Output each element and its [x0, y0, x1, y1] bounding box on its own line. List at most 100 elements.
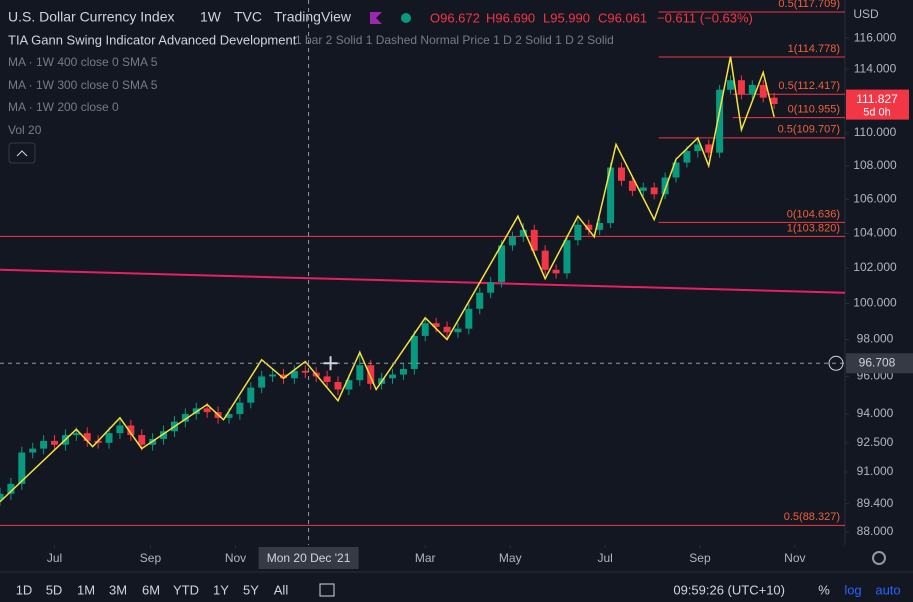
currency: USD	[853, 7, 879, 21]
y-tick-label: 98.000	[857, 332, 894, 346]
date-range-icon[interactable]	[319, 583, 335, 597]
percent-button[interactable]: %	[818, 582, 830, 597]
candle-body	[269, 374, 277, 377]
range-button[interactable]: 1M	[77, 582, 95, 597]
candle-body	[138, 435, 146, 445]
candle-body	[519, 229, 527, 237]
auto-button[interactable]: auto	[875, 582, 900, 597]
candle-body	[421, 323, 429, 336]
candle-body	[508, 236, 516, 246]
add-alert-icon[interactable]	[828, 355, 844, 371]
candle-body	[628, 180, 636, 191]
x-tick-label: Jul	[597, 551, 612, 565]
volume: Vol 20	[8, 123, 42, 137]
level-label: 0.5(117.709)	[778, 0, 840, 10]
source: TVC	[234, 9, 262, 25]
collapse-button[interactable]	[8, 142, 36, 164]
crosshair-y-box	[846, 353, 913, 374]
settings-icon[interactable]	[872, 551, 886, 565]
candle-body	[683, 151, 691, 163]
candle-body	[585, 224, 593, 230]
candle-body	[290, 370, 298, 379]
candle-body	[410, 335, 418, 369]
status-dot	[401, 13, 411, 23]
candle-body	[0, 493, 4, 500]
level-label: 0.5(109.707)	[778, 124, 840, 136]
candle-body	[51, 440, 59, 445]
candle-body	[323, 376, 331, 383]
candle-body	[18, 452, 26, 484]
candle-body	[345, 380, 353, 390]
interval: 1W	[200, 9, 222, 25]
candle-body	[617, 167, 625, 181]
countdown: 5d 0h	[863, 107, 891, 119]
y-tick-label: 94.000	[857, 406, 894, 420]
candle-body	[552, 269, 560, 274]
candle-body	[661, 177, 669, 195]
candle-body	[530, 229, 538, 251]
candle-body	[716, 89, 724, 153]
indicator-name: TIA Gann Swing Indicator Advanced Develo…	[8, 32, 297, 47]
candle-body	[181, 414, 189, 422]
candle-body	[389, 374, 397, 379]
range-button[interactable]: All	[274, 582, 289, 597]
candle-body	[40, 440, 48, 449]
candle-body	[160, 431, 168, 439]
candle-body	[759, 84, 767, 98]
crosshair-x-label: Mon 20 Dec '21	[267, 551, 351, 565]
symbol: U.S. Dollar Currency Index	[8, 9, 175, 25]
candle-body	[356, 365, 364, 381]
range-button[interactable]: YTD	[173, 582, 199, 597]
candle-body	[127, 425, 135, 436]
flag-icon	[370, 12, 382, 24]
x-tick-label: May	[499, 551, 522, 565]
y-tick-label: 88.000	[857, 524, 894, 538]
candle-body	[258, 376, 266, 388]
candle-body	[399, 368, 407, 375]
change: −0.611 (−0.63%)	[657, 10, 753, 25]
range-button[interactable]: 1Y	[213, 582, 229, 597]
swing-line	[0, 56, 775, 503]
range-button[interactable]: 6M	[142, 582, 160, 597]
candle-body	[639, 187, 647, 191]
level-label: 0.5(88.327)	[784, 511, 840, 523]
candle-body	[454, 328, 462, 333]
level-label: 1(103.820)	[787, 222, 840, 234]
candle-body	[476, 292, 484, 309]
candle-body	[236, 402, 244, 415]
range-button[interactable]: 3M	[109, 582, 127, 597]
log-button[interactable]: log	[844, 582, 861, 597]
y-tick-label: 110.000	[854, 125, 897, 139]
y-tick-label: 106.000	[853, 191, 897, 205]
range-button[interactable]: 5Y	[243, 582, 259, 597]
range-button[interactable]: 1D	[16, 582, 33, 597]
candle-body	[116, 425, 124, 434]
high: H96.690	[486, 10, 535, 25]
candle-body	[301, 370, 309, 373]
candle-body	[487, 282, 495, 293]
collapse-icon	[16, 150, 28, 157]
y-tick-label: 116.000	[854, 30, 897, 44]
candle-body	[334, 382, 342, 390]
y-tick-label: 114.000	[854, 61, 897, 75]
candle-body	[203, 408, 211, 413]
candle-body	[247, 387, 255, 403]
candle-body	[498, 245, 506, 283]
low: L95.990	[543, 10, 590, 25]
candle-body	[105, 433, 113, 443]
candle-body	[694, 144, 702, 152]
candle-body	[279, 374, 287, 379]
ma-400: MA · 1W 400 close 0 SMA 5	[8, 55, 158, 69]
candle-body	[83, 433, 91, 441]
candle-body	[225, 414, 233, 418]
range-button[interactable]: 5D	[46, 582, 63, 597]
last-price-box	[846, 89, 909, 120]
x-tick-label: Sep	[689, 551, 711, 565]
level-label: 0.5(112.417)	[778, 80, 840, 92]
brand: TradingView	[274, 9, 352, 25]
candle-body	[367, 365, 375, 384]
y-tick-label: 108.000	[853, 158, 897, 172]
close: C96.061	[598, 10, 647, 25]
candle-body	[727, 80, 735, 90]
